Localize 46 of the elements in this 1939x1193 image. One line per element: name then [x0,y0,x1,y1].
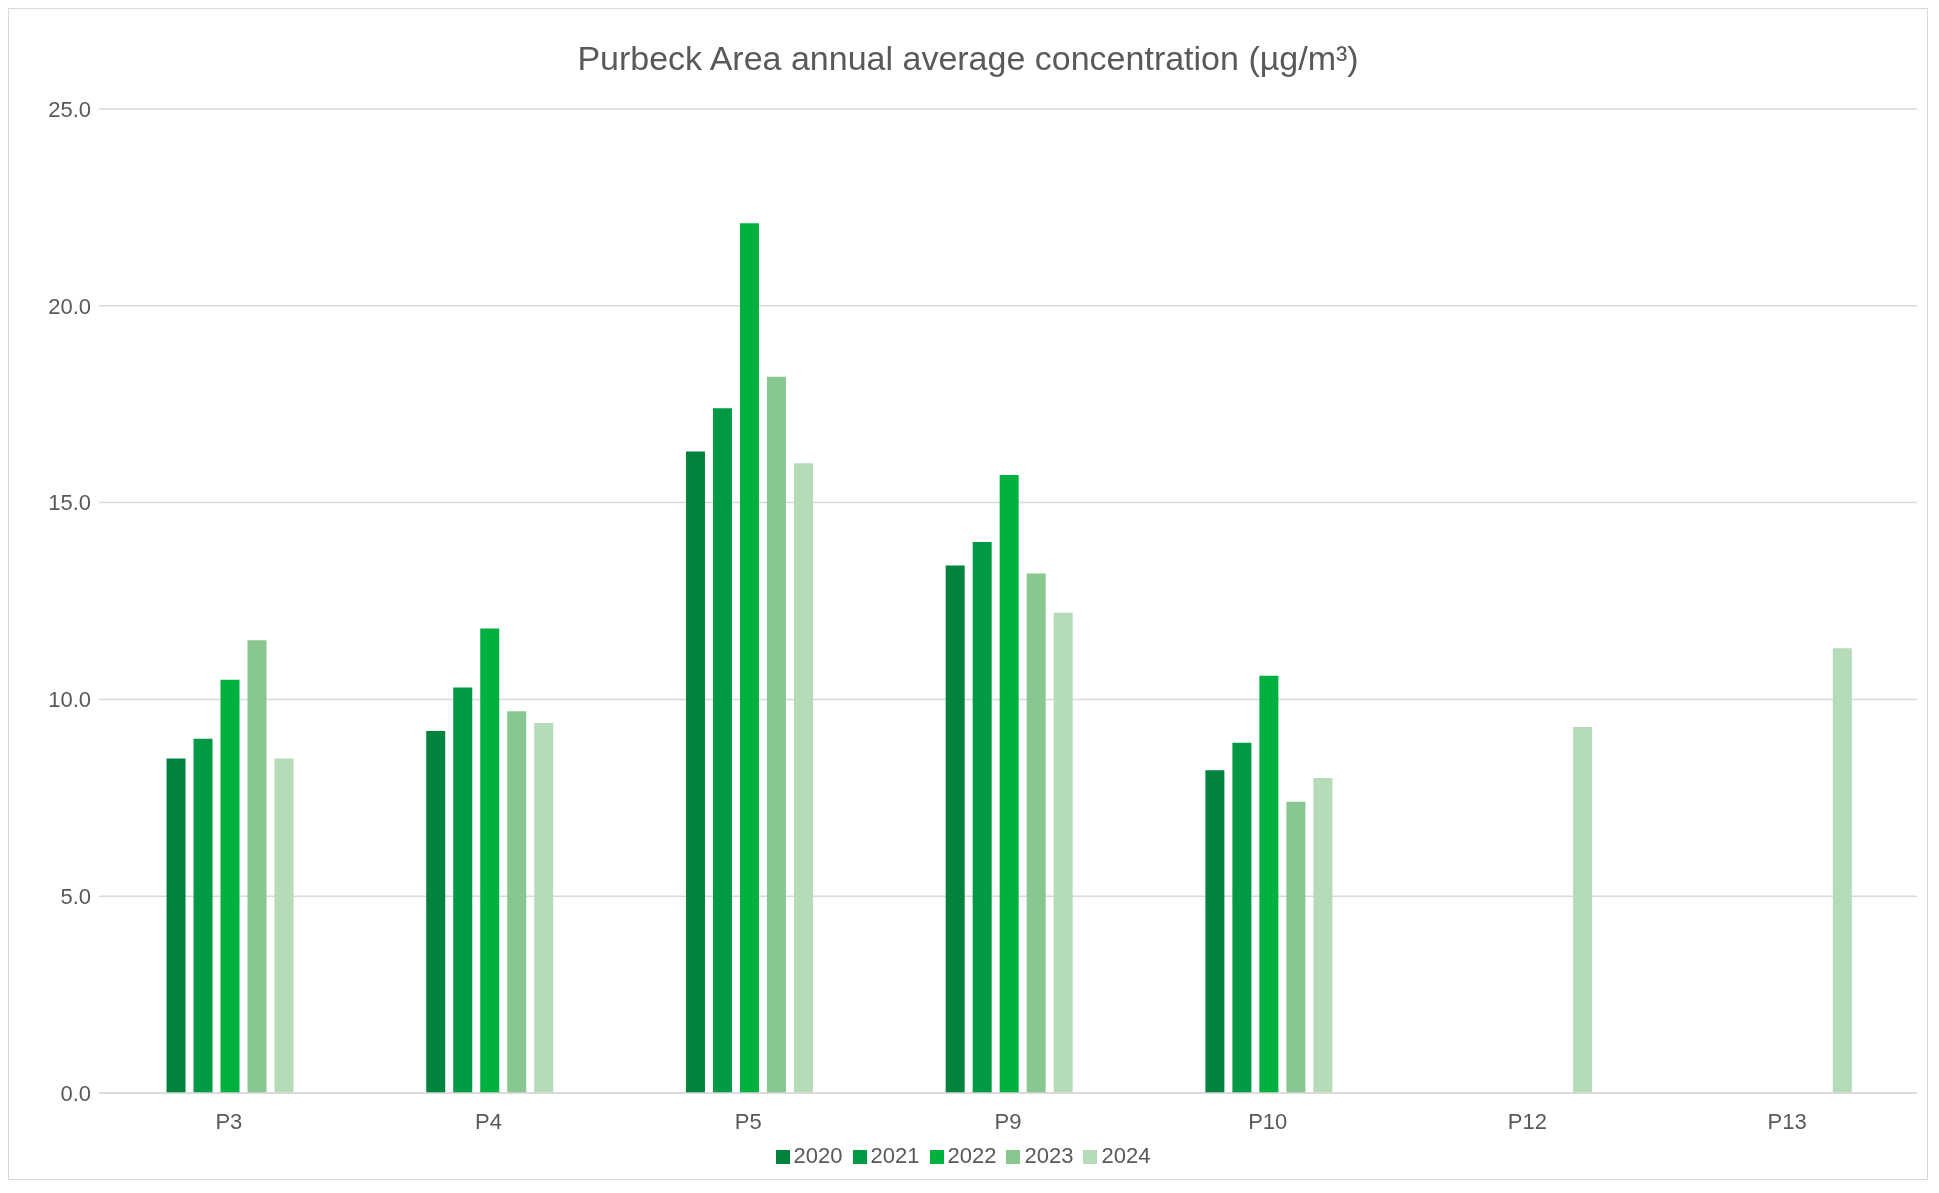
x-tick-label: P12 [1507,1108,1548,1134]
bar [220,679,240,1093]
legend-label: 2021 [870,1143,920,1168]
bar [274,758,294,1093]
legend-label: 2022 [947,1143,997,1168]
y-tick-label: 5.0 [60,884,91,910]
bar [1259,675,1279,1093]
y-tick-label: 20.0 [48,293,91,319]
bar [1573,726,1593,1093]
x-tick-label: P9 [994,1108,1022,1134]
bar [534,723,554,1093]
y-tick-label: 15.0 [48,490,91,516]
legend-label: 2023 [1024,1143,1074,1168]
bar [453,687,473,1093]
bar [426,730,446,1093]
y-tick-label: 10.0 [48,687,91,713]
bar [1053,612,1073,1093]
x-tick-label: P3 [215,1108,243,1134]
bar [712,408,732,1093]
bar [247,640,267,1093]
bar [793,463,813,1093]
chart-title: Purbeck Area annual average concentration (µg/m³) [576,38,1360,79]
legend-label: 2020 [793,1143,843,1168]
bar [685,451,705,1093]
x-tick-label: P10 [1248,1108,1288,1134]
bar [193,738,213,1093]
bar [1026,573,1046,1093]
bar [166,758,186,1093]
bar [766,376,786,1093]
x-tick-label: P4 [475,1108,503,1134]
bar [507,711,527,1093]
x-tick-label: P5 [734,1108,762,1134]
legend-label: 2024 [1101,1143,1151,1168]
bar [1832,648,1852,1093]
bar [480,628,500,1093]
bar [739,223,759,1093]
bar [1205,770,1225,1093]
bar [1232,742,1252,1093]
x-tick-label: P13 [1767,1108,1807,1134]
bar [1313,778,1333,1093]
y-tick-label: 25.0 [48,96,91,122]
bar [999,475,1019,1093]
bar [972,541,992,1093]
bar [1286,801,1306,1093]
y-tick-label: 0.0 [60,1080,91,1106]
bar [945,565,965,1093]
